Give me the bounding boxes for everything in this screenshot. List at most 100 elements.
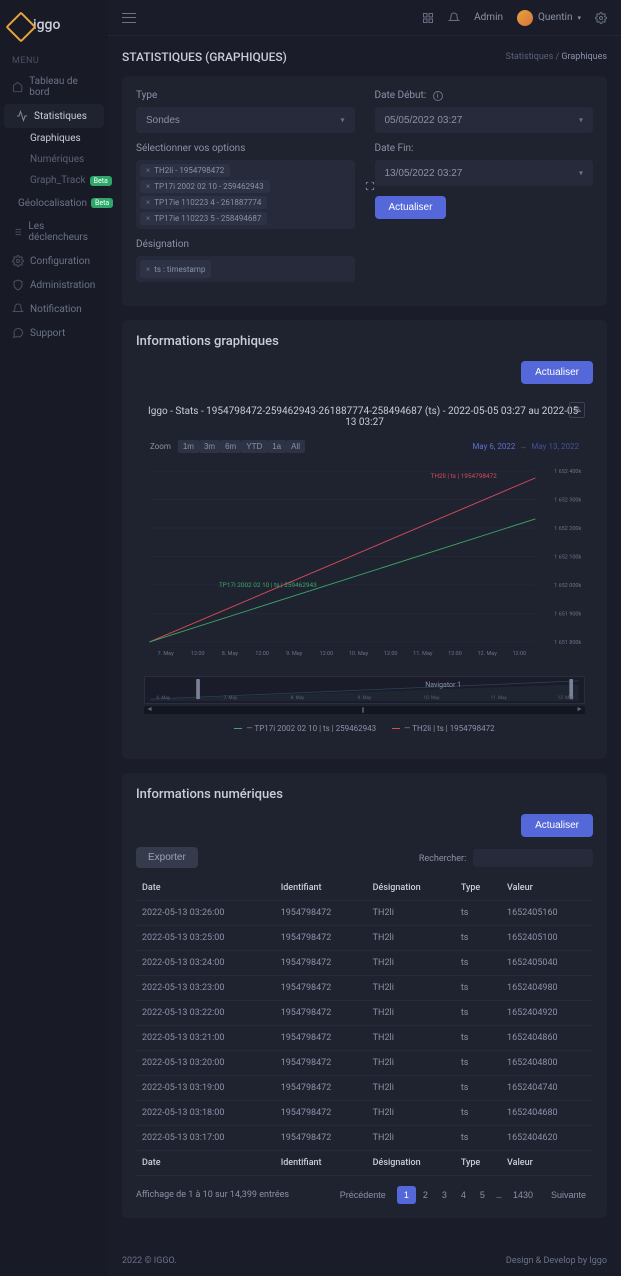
nav-item-stats[interactable]: Statistiques <box>4 104 104 128</box>
nav-item-notif[interactable]: Notification <box>0 297 108 321</box>
page-button[interactable]: 1 <box>397 1186 416 1204</box>
list-icon <box>12 226 22 238</box>
update-button[interactable]: Actualiser <box>375 196 447 219</box>
chart-title: Iggo - Stats - 1954798472-259462943-2618… <box>144 406 585 428</box>
table-row[interactable]: 2022-05-13 03:26:001954798472TH2lits1652… <box>136 901 593 926</box>
svg-text:6. May: 6. May <box>157 695 171 701</box>
expand-icon[interactable] <box>365 181 375 191</box>
zoom-button[interactable]: 6m <box>220 440 241 453</box>
prev-page-button[interactable]: Précédente <box>333 1186 393 1204</box>
table-row[interactable]: 2022-05-13 03:17:001954798472TH2lits1652… <box>136 1126 593 1151</box>
page-ellipsis: … <box>492 1187 506 1205</box>
options-tags[interactable]: × TH2li - 1954798472 × TP17i 2002 02 10 -… <box>136 160 355 229</box>
table-footer-header: Type <box>455 1151 501 1176</box>
chart-card: Informations graphiques Actualiser Iggo … <box>122 320 607 759</box>
settings-icon <box>12 255 24 267</box>
page-button[interactable]: 4 <box>454 1186 473 1204</box>
table-row[interactable]: 2022-05-13 03:25:001954798472TH2lits1652… <box>136 926 593 951</box>
option-tag[interactable]: × TH2li - 1954798472 <box>140 164 230 177</box>
table-row[interactable]: 2022-05-13 03:19:001954798472TH2lits1652… <box>136 1076 593 1101</box>
info-icon[interactable]: i <box>433 91 443 101</box>
chart-section-title: Informations graphiques <box>136 334 593 349</box>
svg-text:12:00: 12:00 <box>384 651 398 657</box>
svg-text:8. May: 8. May <box>291 695 305 701</box>
page-button[interactable]: 1430 <box>506 1186 540 1204</box>
data-table: DateIdentifiantDésignationTypeValeur 202… <box>136 876 593 1176</box>
remove-tag-icon[interactable]: × <box>146 166 150 175</box>
menu-toggle[interactable] <box>122 13 136 23</box>
sub-item-graphs[interactable]: Graphiques <box>0 128 108 149</box>
svg-text:TP17i 2002 02 10 | ts | 259462: TP17i 2002 02 10 | ts | 259462943 <box>219 581 317 589</box>
line-chart[interactable]: 1 652 400k1 652 300k1 652 200k1 652 100k… <box>144 457 585 667</box>
chart-update-button[interactable]: Actualiser <box>521 361 593 384</box>
admin-label[interactable]: Admin <box>474 12 503 23</box>
designation-label: Désignation <box>136 239 355 250</box>
message-icon <box>12 327 24 339</box>
option-tag[interactable]: × TP17ie 110223 5 - 258494687 <box>140 212 267 225</box>
designation-tags[interactable]: × ts : timestamp <box>136 256 355 282</box>
svg-text:9. May: 9. May <box>286 651 303 657</box>
zoom-button[interactable]: All <box>286 440 305 453</box>
table-header[interactable]: Valeur <box>501 876 593 901</box>
table-header[interactable]: Date <box>136 876 275 901</box>
table-row[interactable]: 2022-05-13 03:20:001954798472TH2lits1652… <box>136 1051 593 1076</box>
table-header[interactable]: Désignation <box>367 876 455 901</box>
table-row[interactable]: 2022-05-13 03:21:001954798472TH2lits1652… <box>136 1026 593 1051</box>
nav-item-support[interactable]: Support <box>0 321 108 345</box>
topbar: Admin Quentin ▾ <box>108 0 621 36</box>
user-name: Quentin <box>538 12 572 23</box>
table-header[interactable]: Type <box>455 876 501 901</box>
zoom-button[interactable]: 1m <box>178 440 199 453</box>
user-menu[interactable]: Quentin ▾ <box>517 10 581 26</box>
table-card: Informations numériques Actualiser Expor… <box>122 773 607 1218</box>
nav-item-admin[interactable]: Administration <box>0 273 108 297</box>
page-button[interactable]: 5 <box>473 1186 492 1204</box>
nav-item-triggers[interactable]: Les déclencheurs <box>0 215 108 249</box>
option-tag[interactable]: × TP17i 2002 02 10 - 259462943 <box>140 180 270 193</box>
notifications-icon[interactable] <box>448 12 460 24</box>
chart-menu-button[interactable] <box>569 402 585 418</box>
brand-logo[interactable]: iggo <box>0 10 108 48</box>
svg-text:1 651 900k: 1 651 900k <box>554 611 581 617</box>
designation-tag[interactable]: × ts : timestamp <box>140 260 211 278</box>
chart-navigator[interactable]: 6. May7. May8. May9. May10. May11. May12… <box>144 676 585 704</box>
table-row[interactable]: 2022-05-13 03:23:001954798472TH2lits1652… <box>136 976 593 1001</box>
sub-item-graphtrack[interactable]: Graph_TrackBeta <box>0 170 108 191</box>
remove-tag-icon[interactable]: × <box>146 214 150 223</box>
table-row[interactable]: 2022-05-13 03:24:001954798472TH2lits1652… <box>136 951 593 976</box>
option-tag[interactable]: × TP17ie 110223 4 - 261887774 <box>140 196 267 209</box>
next-page-button[interactable]: Suivante <box>544 1186 593 1204</box>
type-select[interactable]: Sondes <box>136 107 355 133</box>
svg-text:12. May: 12. May <box>558 695 575 701</box>
table-row[interactable]: 2022-05-13 03:22:001954798472TH2lits1652… <box>136 1001 593 1026</box>
nav-item-geoloc[interactable]: GéolocalisationBeta <box>0 191 108 215</box>
remove-tag-icon[interactable]: × <box>146 182 150 191</box>
zoom-button[interactable]: YTD <box>241 440 267 453</box>
search-input[interactable] <box>473 849 593 867</box>
table-footer-header: Date <box>136 1151 275 1176</box>
settings-icon[interactable] <box>595 12 607 24</box>
sidebar: iggo MENU Tableau de bord Statistiques G… <box>0 0 108 1276</box>
sub-item-numeric[interactable]: Numériques <box>0 149 108 170</box>
remove-tag-icon[interactable]: × <box>146 198 150 207</box>
remove-tag-icon[interactable]: × <box>146 265 150 274</box>
date-end-input[interactable] <box>375 160 594 186</box>
table-update-button[interactable]: Actualiser <box>521 814 593 837</box>
legend-item[interactable]: — TH2li | ts | 1954798472 <box>392 724 495 733</box>
date-start-input[interactable] <box>375 107 594 133</box>
nav-item-dashboard[interactable]: Tableau de bord <box>0 70 108 104</box>
svg-text:10. May: 10. May <box>349 651 369 657</box>
zoom-button[interactable]: 3m <box>199 440 220 453</box>
page-button[interactable]: 3 <box>435 1186 454 1204</box>
navigator-scrollbar[interactable] <box>144 706 585 714</box>
table-row[interactable]: 2022-05-13 03:18:001954798472TH2lits1652… <box>136 1101 593 1126</box>
apps-icon[interactable] <box>422 12 434 24</box>
nav-item-config[interactable]: Configuration <box>0 249 108 273</box>
zoom-button[interactable]: 1a <box>267 440 286 453</box>
main-content: Admin Quentin ▾ STATISTIQUES (GRAPHIQUES… <box>108 0 621 1276</box>
menu-section-label: MENU <box>0 48 108 70</box>
legend-item[interactable]: — TP17i 2002 02 10 | ts | 259462943 <box>234 724 376 733</box>
table-header[interactable]: Identifiant <box>275 876 367 901</box>
export-button[interactable]: Exporter <box>136 847 198 868</box>
page-button[interactable]: 2 <box>416 1186 435 1204</box>
